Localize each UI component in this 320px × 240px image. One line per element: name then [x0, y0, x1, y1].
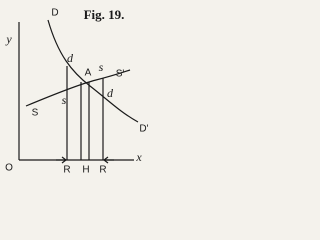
- supply-start-label: S: [32, 108, 39, 119]
- demand-start-label: D: [51, 8, 58, 19]
- supply-curve: [25, 69, 131, 107]
- base-label: R: [99, 165, 106, 176]
- arrow: [103, 156, 114, 164]
- origin-label: O: [5, 163, 13, 174]
- base-label: H: [82, 165, 89, 176]
- base-label: R: [63, 165, 70, 176]
- curve-mark: d: [107, 86, 114, 100]
- point-label: A: [85, 68, 92, 79]
- y-axis-label: y: [5, 32, 12, 46]
- demand-curve: [47, 19, 139, 123]
- curve-mark: s: [62, 93, 67, 107]
- demand-end-label: D': [139, 124, 148, 135]
- curve-mark: d: [67, 51, 74, 65]
- figure-title: Fig. 19.: [84, 7, 125, 22]
- supply-end-label: S': [116, 69, 125, 80]
- arrow: [56, 156, 67, 164]
- x-axis-label: x: [135, 150, 142, 164]
- figure: Fig. 19. y x O D D' S S' A d s s d R H R: [5, 7, 149, 176]
- curve-mark: s: [99, 60, 104, 74]
